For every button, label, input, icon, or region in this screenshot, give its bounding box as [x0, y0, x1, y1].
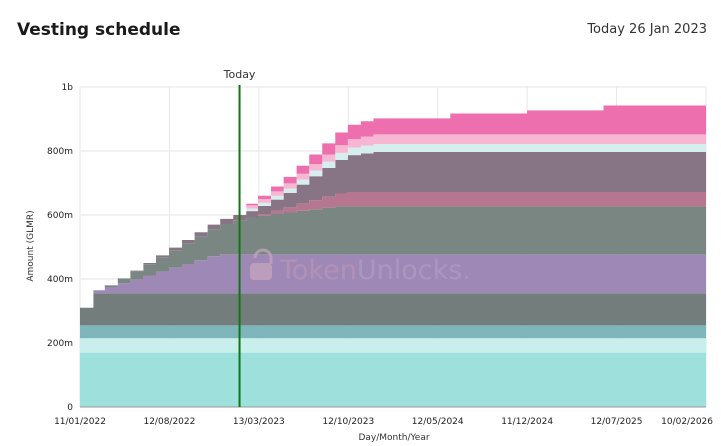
- area-series-2: [80, 338, 706, 353]
- x-tick-label: 12/05/2024: [412, 417, 464, 427]
- area-series-3: [80, 325, 706, 339]
- area-series-12: [80, 102, 706, 308]
- y-tick-label: 0: [67, 403, 73, 413]
- x-tick-label: 12/08/2022: [143, 417, 195, 427]
- area-series-7: [80, 191, 706, 308]
- lock-logo-icon: [250, 248, 273, 280]
- x-tick-label: 11/01/2022: [54, 417, 106, 427]
- y-tick-label: 200m: [47, 339, 73, 349]
- page-title: Vesting schedule: [17, 20, 181, 40]
- axes: 0 200m 400m 600m 800m 1b 11/01/2022 12/08/2022 1…: [47, 83, 713, 427]
- x-tick-label: 12/07/2025: [591, 417, 643, 427]
- y-tick-label: 800m: [47, 147, 73, 157]
- area-series-9: [80, 151, 706, 308]
- y-axis-title: Amount (GLMR): [26, 210, 36, 281]
- today-date-label: Today 26 Jan 2023: [587, 22, 707, 37]
- area-series-1: [80, 352, 706, 407]
- x-axis-title: Day/Month/Year: [358, 433, 429, 443]
- today-marker: Today: [223, 68, 256, 407]
- x-tick-label: 10/02/2026: [661, 417, 713, 427]
- y-tick-label: 1b: [62, 83, 74, 93]
- tokenunlocks-watermark: TokenUnlocks.: [250, 248, 471, 286]
- area-series-4: [80, 293, 706, 326]
- y-tick-label: 600m: [47, 211, 73, 221]
- area-series-6: [80, 206, 706, 308]
- x-tick-label: 12/10/2023: [322, 417, 374, 427]
- area-series-5: [80, 254, 706, 308]
- today-line-label: Today: [223, 68, 256, 81]
- y-tick-label: 400m: [47, 275, 73, 285]
- stacked-areas: [80, 102, 706, 407]
- x-tick-label: 13/03/2023: [233, 417, 285, 427]
- x-tick-label: 11/12/2024: [501, 417, 553, 427]
- watermark-text: TokenUnlocks.: [279, 255, 471, 286]
